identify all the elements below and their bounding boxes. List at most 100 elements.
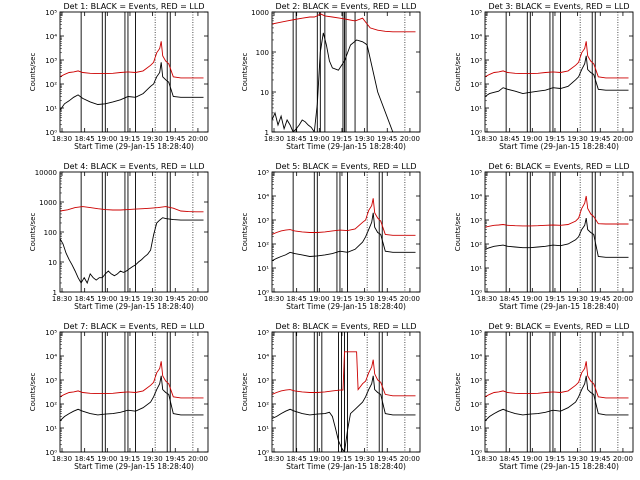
chart-title: Det 9: BLACK = Events, RED = LLD (489, 322, 630, 331)
x-tick-label: 18:30 (52, 455, 72, 463)
y-tick-label: 10² (470, 241, 482, 249)
x-tick-label: 18:45 (287, 455, 307, 463)
y-tick-label: 10⁰ (470, 449, 482, 457)
y-tick-label: 10⁴ (470, 33, 482, 41)
x-tick-label: 19:45 (590, 135, 610, 143)
x-tick-label: 19:30 (355, 295, 375, 303)
x-tick-label: 19:15 (545, 135, 565, 143)
y-tick-label: 10⁵ (470, 9, 482, 17)
plot-frame (271, 171, 421, 293)
x-tick-label: 18:30 (477, 295, 497, 303)
y-axis-label: Counts/sec (454, 213, 462, 252)
chart-title: Det 2: BLACK = Events, RED = LLD (276, 2, 417, 11)
chart-panel-3: Det 3: BLACK = Events, RED = LLD 10⁰ 10¹ 10… (454, 2, 634, 151)
x-tick-label: 18:45 (500, 455, 520, 463)
plot-frame (59, 331, 209, 453)
x-tick-label: 19:00 (522, 295, 542, 303)
y-tick-label: 10¹ (257, 425, 269, 433)
x-tick-label: 19:15 (545, 455, 565, 463)
y-tick-label: 10000 (35, 169, 57, 177)
y-axis-label: Counts/sec (29, 373, 37, 412)
x-tick-label: 20:00 (188, 135, 208, 143)
y-tick-label: 10⁵ (45, 9, 57, 17)
y-tick-label: 1000 (39, 199, 57, 207)
x-tick-label: 20:00 (188, 455, 208, 463)
x-tick-label: 18:45 (287, 135, 307, 143)
chart-panel-7: Det 7: BLACK = Events, RED = LLD 10⁰ 10¹ 10… (29, 322, 209, 471)
x-tick-label: 20:00 (400, 135, 420, 143)
y-tick-label: 10⁵ (470, 329, 482, 337)
chart-title: Det 6: BLACK = Events, RED = LLD (489, 162, 630, 171)
x-tick-label: 18:30 (52, 135, 72, 143)
plot-frame (484, 331, 634, 453)
y-tick-label: 10² (470, 81, 482, 89)
y-axis-label: Counts/sec (29, 53, 37, 92)
chart-panel-4: Det 4: BLACK = Events, RED = LLD 1 10 100 10… (29, 162, 209, 311)
x-tick-label: 19:30 (568, 455, 588, 463)
y-tick-label: 10⁰ (470, 289, 482, 297)
chart-title: Det 4: BLACK = Events, RED = LLD (64, 162, 205, 171)
plot-frame (59, 171, 209, 293)
x-tick-label: 19:15 (120, 295, 140, 303)
chart-panel-2: Det 2: BLACK = Events, RED = LLD 1 10 100 10… (241, 2, 421, 151)
x-tick-label: 18:30 (477, 135, 497, 143)
x-tick-label: 19:00 (522, 135, 542, 143)
series-events-line (60, 217, 204, 285)
x-tick-label: 18:30 (264, 455, 284, 463)
series-lld-line (485, 361, 629, 399)
chart-title: Det 7: BLACK = Events, RED = LLD (64, 322, 205, 331)
y-tick-label: 10⁴ (45, 353, 57, 361)
x-axis-label: Start Time (29-Jan-15 18:28:40) (74, 462, 194, 471)
y-axis-label: Counts/sec (241, 373, 249, 412)
series-lld-line (60, 41, 204, 79)
y-tick-label: 1 (53, 289, 57, 297)
x-axis-label: Start Time (29-Jan-15 18:28:40) (499, 462, 619, 471)
y-tick-label: 10² (45, 81, 57, 89)
plot-frame (484, 171, 634, 293)
y-tick-label: 10¹ (257, 265, 269, 273)
x-axis-label: Start Time (29-Jan-15 18:28:40) (286, 142, 406, 151)
y-tick-label: 10⁴ (45, 33, 57, 41)
y-tick-label: 10³ (470, 377, 482, 385)
y-tick-label: 10¹ (470, 425, 482, 433)
series-lld-line (272, 13, 416, 33)
x-tick-label: 19:30 (143, 295, 163, 303)
series-lld-line (485, 195, 629, 228)
y-tick-label: 10² (470, 401, 482, 409)
y-tick-label: 100 (256, 49, 269, 57)
y-tick-label: 10³ (257, 217, 269, 225)
series-lld-line (272, 351, 416, 397)
y-tick-label: 10⁴ (257, 193, 269, 201)
y-tick-label: 10³ (470, 217, 482, 225)
x-tick-label: 19:15 (332, 135, 352, 143)
series-lld-line (272, 198, 416, 236)
x-axis-label: Start Time (29-Jan-15 18:28:40) (74, 142, 194, 151)
y-tick-label: 10¹ (470, 105, 482, 113)
x-tick-label: 19:45 (377, 135, 397, 143)
x-tick-label: 19:45 (165, 295, 185, 303)
y-axis-label: Counts/sec (241, 53, 249, 92)
x-tick-label: 19:00 (309, 455, 329, 463)
x-tick-label: 19:00 (309, 295, 329, 303)
x-tick-label: 19:15 (120, 455, 140, 463)
x-tick-label: 19:00 (97, 135, 117, 143)
x-tick-label: 19:00 (309, 135, 329, 143)
x-tick-label: 19:45 (165, 135, 185, 143)
x-tick-label: 19:30 (568, 135, 588, 143)
x-tick-label: 18:45 (75, 455, 95, 463)
x-tick-label: 19:30 (355, 135, 375, 143)
x-axis-label: Start Time (29-Jan-15 18:28:40) (499, 302, 619, 311)
plot-frame (484, 11, 634, 133)
chart-title: Det 3: BLACK = Events, RED = LLD (489, 2, 630, 11)
x-tick-label: 19:30 (143, 135, 163, 143)
x-tick-label: 19:15 (332, 455, 352, 463)
x-tick-label: 19:15 (545, 295, 565, 303)
y-tick-label: 1000 (251, 9, 269, 17)
x-axis-label: Start Time (29-Jan-15 18:28:40) (74, 302, 194, 311)
series-lld-line (60, 361, 204, 399)
y-tick-label: 10² (45, 401, 57, 409)
y-tick-label: 10⁵ (257, 169, 269, 177)
chart-title: Det 8: BLACK = Events, RED = LLD (276, 322, 417, 331)
series-events-line (485, 218, 629, 258)
